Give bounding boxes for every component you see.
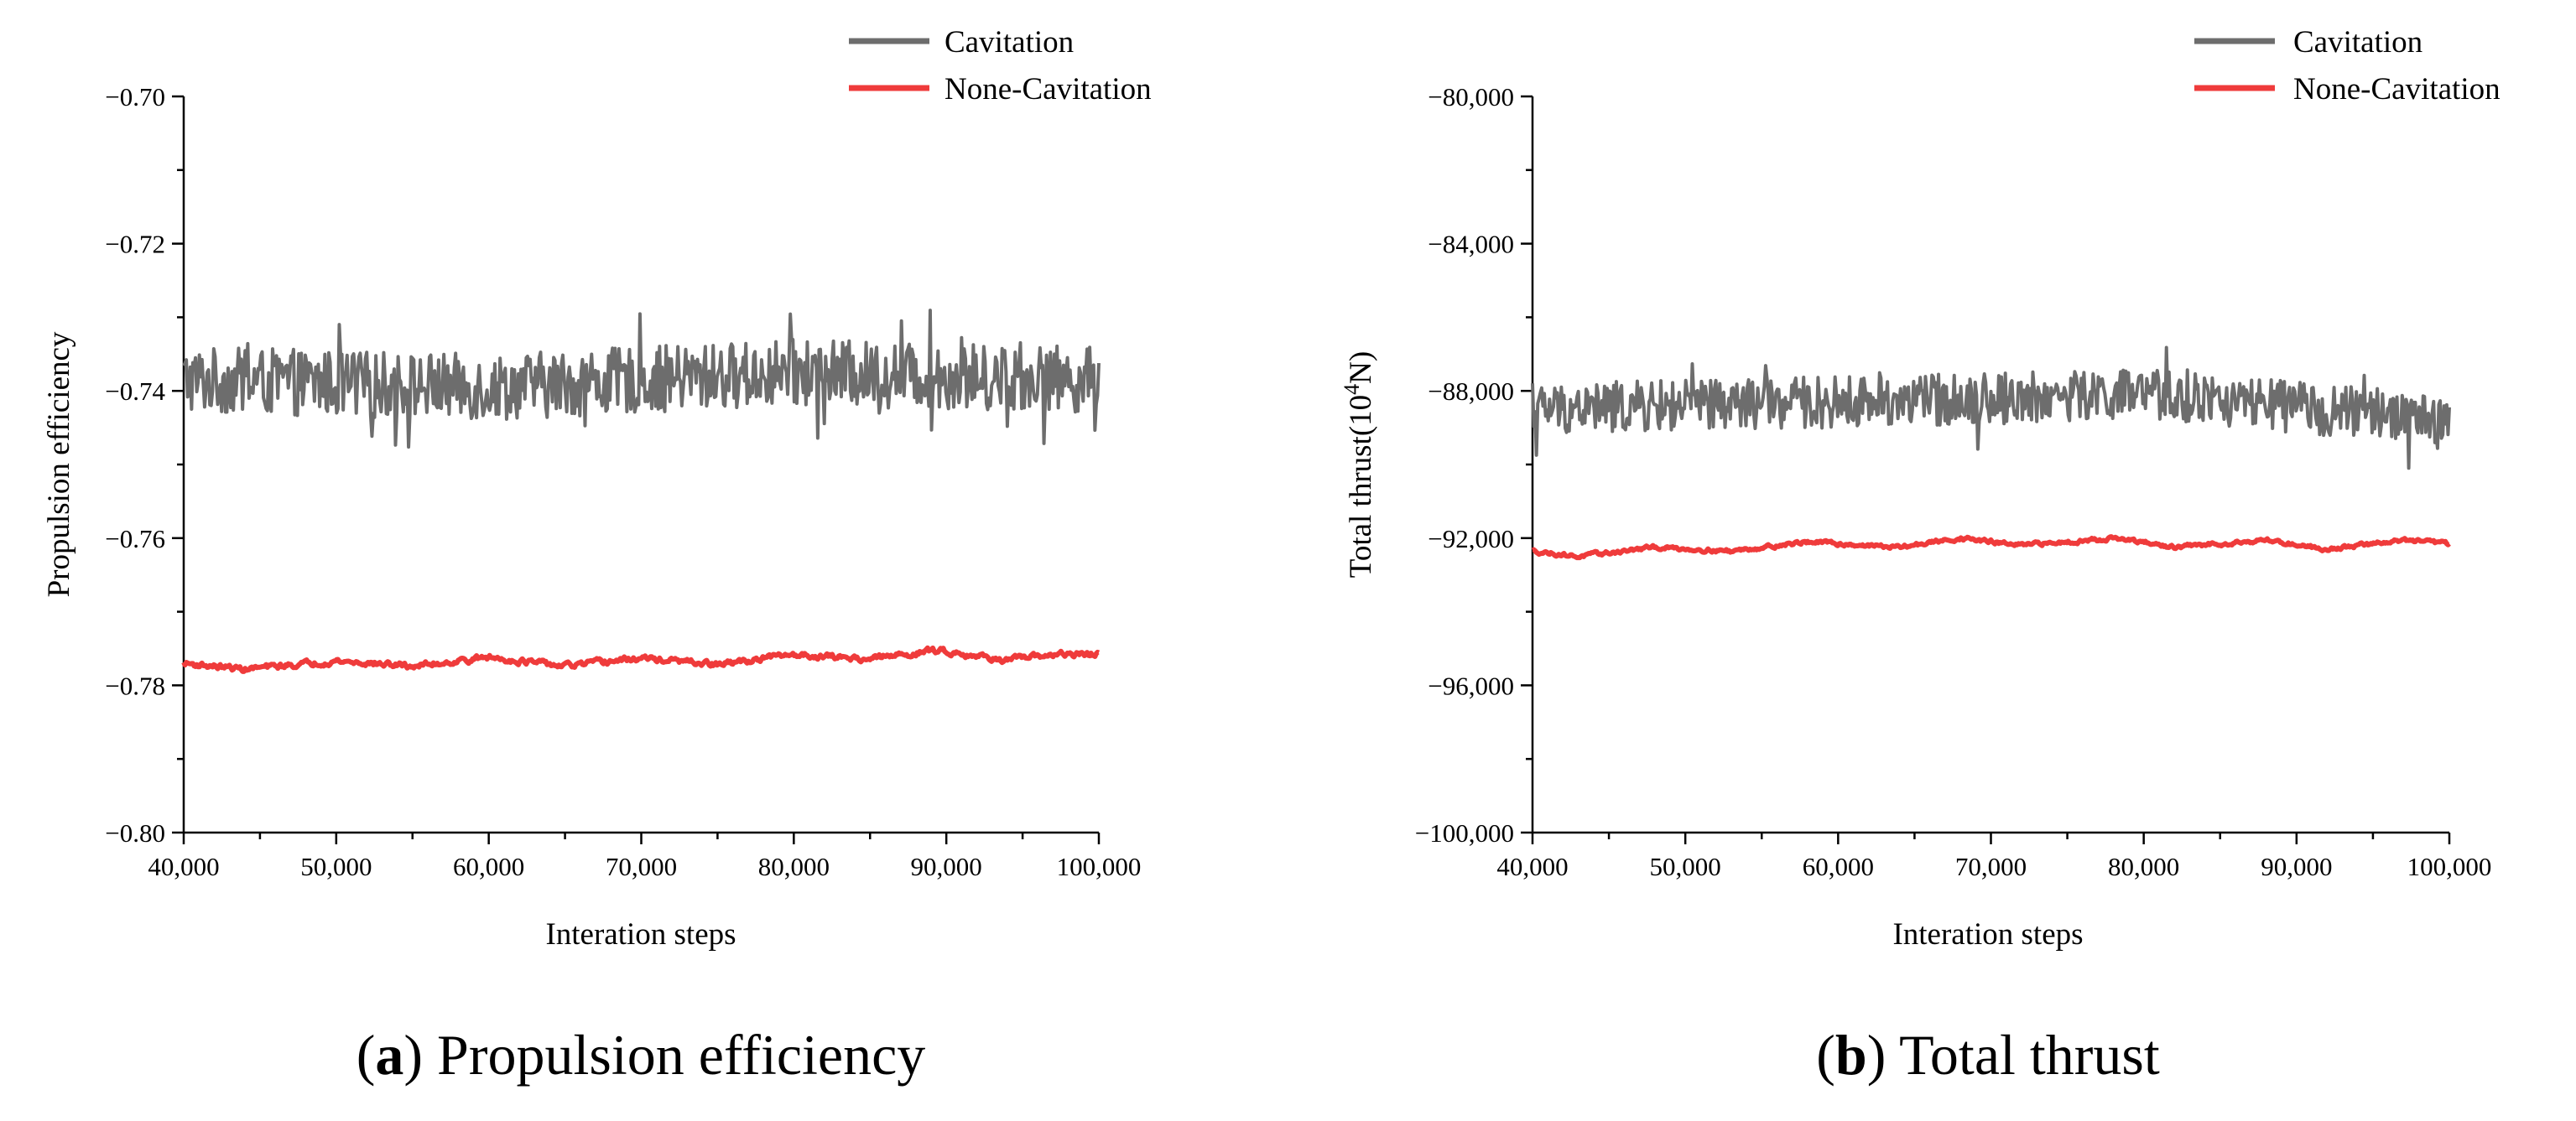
x-axis-ticks: 40,000 50,000 60,000 70,000 80,000 90,000 100,…	[148, 833, 1141, 881]
caption-text: Propulsion efficiency	[423, 1023, 925, 1087]
x-tick-label: 60,000	[1803, 852, 1874, 881]
series-line-none-cavitation	[181, 645, 1101, 674]
panel-propulsion-efficiency: −0.80 −0.78 −0.76 −0.74 −0.72 −0.70 40,000 50,…	[42, 25, 1152, 1087]
y-tick-label: −80,000	[1428, 82, 1514, 112]
series-line-none-cavitation	[1531, 534, 2451, 561]
y-tick-label: −88,000	[1428, 376, 1514, 406]
y-tick-label: −0.70	[105, 82, 165, 112]
caption-letter: a	[375, 1023, 403, 1087]
y-tick-label: −84,000	[1428, 230, 1514, 259]
series-group	[181, 309, 1101, 674]
caption-text: Total thrust	[1886, 1023, 2160, 1087]
legend: Cavitation None-Cavitation	[849, 25, 1152, 106]
x-axis-title: Interation steps	[545, 917, 736, 952]
y-tick-label: −0.80	[105, 818, 165, 848]
legend-label-none-cavitation: None-Cavitation	[945, 72, 1152, 106]
x-tick-label: 80,000	[2108, 852, 2179, 881]
caption-a: (a) Propulsion efficiency	[356, 1023, 926, 1087]
legend-label-cavitation: Cavitation	[945, 25, 1074, 60]
y-tick-label: −0.72	[105, 230, 165, 259]
x-axis-title: Interation steps	[1892, 917, 2083, 952]
legend-label-cavitation: Cavitation	[2293, 25, 2422, 60]
y-tick-label: −0.78	[105, 671, 165, 700]
x-tick-label: 40,000	[148, 852, 219, 881]
y-tick-label: −92,000	[1428, 524, 1514, 553]
y-axis-ticks: −0.80 −0.78 −0.76 −0.74 −0.72 −0.70	[105, 82, 184, 848]
legend-label-none-cavitation: None-Cavitation	[2293, 72, 2501, 106]
x-tick-label: 90,000	[911, 852, 982, 881]
y-axis-title: Propulsion efficiency	[42, 331, 76, 597]
y-axis-ticks: −100,000 −96,000 −92,000 −88,000 −84,000 −80,…	[1415, 82, 1533, 848]
caption-letter: b	[1835, 1023, 1867, 1087]
x-tick-label: 60,000	[453, 852, 524, 881]
y-tick-label: −96,000	[1428, 671, 1514, 700]
y-tick-label: −0.76	[105, 524, 165, 553]
x-tick-label: 40,000	[1496, 852, 1568, 881]
y-tick-label: −0.74	[105, 376, 165, 406]
x-tick-label: 50,000	[1650, 852, 1721, 881]
x-tick-label: 80,000	[758, 852, 830, 881]
panel-total-thrust: −100,000 −96,000 −92,000 −88,000 −84,000 −80,…	[1340, 25, 2501, 1087]
x-tick-label: 100,000	[1057, 852, 1142, 881]
series-group	[1531, 345, 2451, 561]
series-line-cavitation	[1531, 345, 2451, 470]
y-axis-title: Total thrust(104N)	[1340, 351, 1378, 578]
x-axis-ticks: 40,000 50,000 60,000 70,000 80,000 90,000 100,…	[1496, 833, 2491, 881]
series-line-cavitation	[182, 309, 1101, 449]
x-tick-label: 70,000	[606, 852, 677, 881]
y-tick-label: −100,000	[1415, 818, 1514, 848]
y-axis-title-superscript: 4	[1340, 384, 1364, 395]
caption-b: (b) Total thrust	[1816, 1023, 2160, 1087]
y-axis-title-part2: N)	[1344, 351, 1378, 384]
x-tick-label: 70,000	[1955, 852, 2027, 881]
x-tick-label: 50,000	[300, 852, 372, 881]
x-tick-label: 90,000	[2261, 852, 2332, 881]
x-tick-label: 100,000	[2407, 852, 2492, 881]
legend: Cavitation None-Cavitation	[2194, 25, 2501, 106]
y-axis-title-part1: Total thrust(10	[1344, 395, 1378, 578]
